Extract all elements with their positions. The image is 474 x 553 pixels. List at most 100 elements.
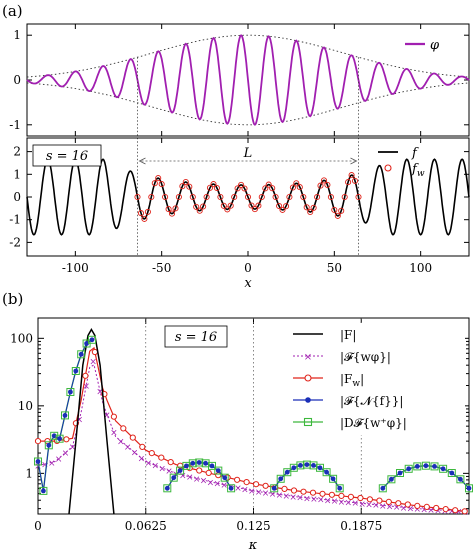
fwphi-point: × (186, 473, 194, 483)
fw-point (179, 183, 186, 190)
nf-point (228, 485, 234, 491)
nf-point (62, 413, 68, 418)
fw-spectrum-point (376, 497, 383, 504)
dw-point (387, 475, 396, 484)
y-tick-label-a-lower: -1 (9, 213, 21, 227)
dw-point (276, 474, 285, 483)
fwphi-curve (37, 364, 465, 512)
fwphi-point: × (345, 498, 353, 508)
fw-spectrum-point (461, 508, 468, 515)
fw-point (241, 185, 248, 192)
fwphi-point: × (351, 499, 359, 509)
fwphi-point: × (338, 498, 346, 508)
dw-point (396, 469, 404, 477)
nf-point (311, 463, 316, 468)
fwphi-point: × (89, 358, 97, 368)
legend-a-lower: f fw (378, 146, 425, 179)
fw-point (269, 185, 276, 192)
fw-spectrum-point (319, 490, 326, 497)
fw-point (220, 202, 227, 209)
fw-point (251, 206, 258, 213)
nf-point (35, 459, 41, 464)
nf-point (449, 470, 455, 476)
fw-point (300, 193, 307, 201)
fwphi-point: × (48, 459, 56, 469)
fwphi-point: × (414, 505, 422, 515)
fw-point (137, 210, 145, 217)
fwphi-point: × (448, 507, 456, 517)
fwphi-point: × (110, 429, 118, 439)
dw-point (214, 466, 223, 475)
legend-b2-marker: × (304, 352, 312, 363)
fwphi-point: × (96, 387, 104, 397)
fwphi-point: × (131, 449, 139, 459)
nf-point (57, 436, 62, 442)
x-tick-label-a: -50 (152, 261, 171, 275)
legend-b2-label: |𝓕{wφ}| (340, 350, 391, 364)
fw-point (217, 193, 224, 201)
fw-point (158, 181, 165, 188)
fw-point (345, 179, 352, 186)
nf-point (397, 470, 403, 476)
fwphi-point: × (400, 504, 408, 514)
fw-point (289, 184, 296, 191)
fw-point (193, 203, 200, 210)
inset-box-a-frame (32, 144, 102, 167)
inset-label-b: s = 16 (175, 330, 217, 345)
fwphi-point: × (193, 475, 201, 485)
inset-label-a: s = 16 (46, 149, 88, 164)
legend-b4-label: |𝓕{𝓝{f}}| (340, 394, 403, 408)
fw-point (141, 215, 148, 222)
fw-point (213, 184, 220, 192)
dw-point (34, 457, 42, 466)
fw-point (351, 177, 359, 184)
fw-point (293, 180, 300, 187)
y-tick-label-b: 10 (18, 399, 33, 413)
dw-point (421, 461, 430, 470)
fw-point (144, 208, 151, 215)
fw-spectrum-point (347, 493, 354, 500)
fw-point (227, 202, 234, 209)
fw-point (151, 180, 158, 187)
fw-point (168, 210, 176, 217)
nf-point (203, 460, 209, 466)
dw-point (329, 474, 338, 483)
nf-point (423, 463, 429, 469)
dw-point (71, 367, 80, 375)
y-tick-label-a-lower: 0 (13, 190, 21, 204)
fwphi-point: × (234, 484, 242, 494)
fw-spectrum-point (433, 504, 440, 512)
y-tick-label-a-lower: 2 (13, 145, 21, 159)
fw-point (303, 204, 310, 211)
fwphi-point: × (200, 477, 208, 487)
fw-point (324, 181, 331, 188)
nf-point (89, 337, 95, 343)
inset-box-b-frame (164, 325, 228, 348)
fw-point (248, 202, 255, 209)
fwphi-point: × (331, 497, 339, 507)
x-tick-label-b: 0.1875 (340, 519, 382, 533)
dw-point (447, 469, 456, 477)
fwphi-point: × (358, 500, 366, 510)
nf-point (209, 463, 215, 469)
fw-point (341, 193, 348, 201)
fw-spectrum-point (158, 454, 165, 461)
fw-spectrum-point (120, 425, 127, 432)
fwphi-point: × (82, 382, 90, 392)
dw-point (88, 335, 96, 344)
fw-point (272, 193, 279, 201)
nf-point (406, 466, 412, 472)
legend-b1-label: |F| (340, 328, 356, 342)
nf-point (458, 476, 463, 482)
fw-spectrum-point (404, 501, 411, 508)
fw-spectrum-point (328, 491, 335, 498)
dw-point (77, 350, 86, 359)
fwphi-point: × (158, 464, 166, 474)
fw-point (234, 185, 241, 192)
fwphi-point: × (207, 478, 215, 488)
fw-spectrum-point (196, 467, 203, 474)
fwphi-point: × (214, 480, 222, 490)
fwphi-point: × (372, 501, 380, 511)
nf-point (440, 466, 446, 472)
fw-point (282, 203, 290, 210)
